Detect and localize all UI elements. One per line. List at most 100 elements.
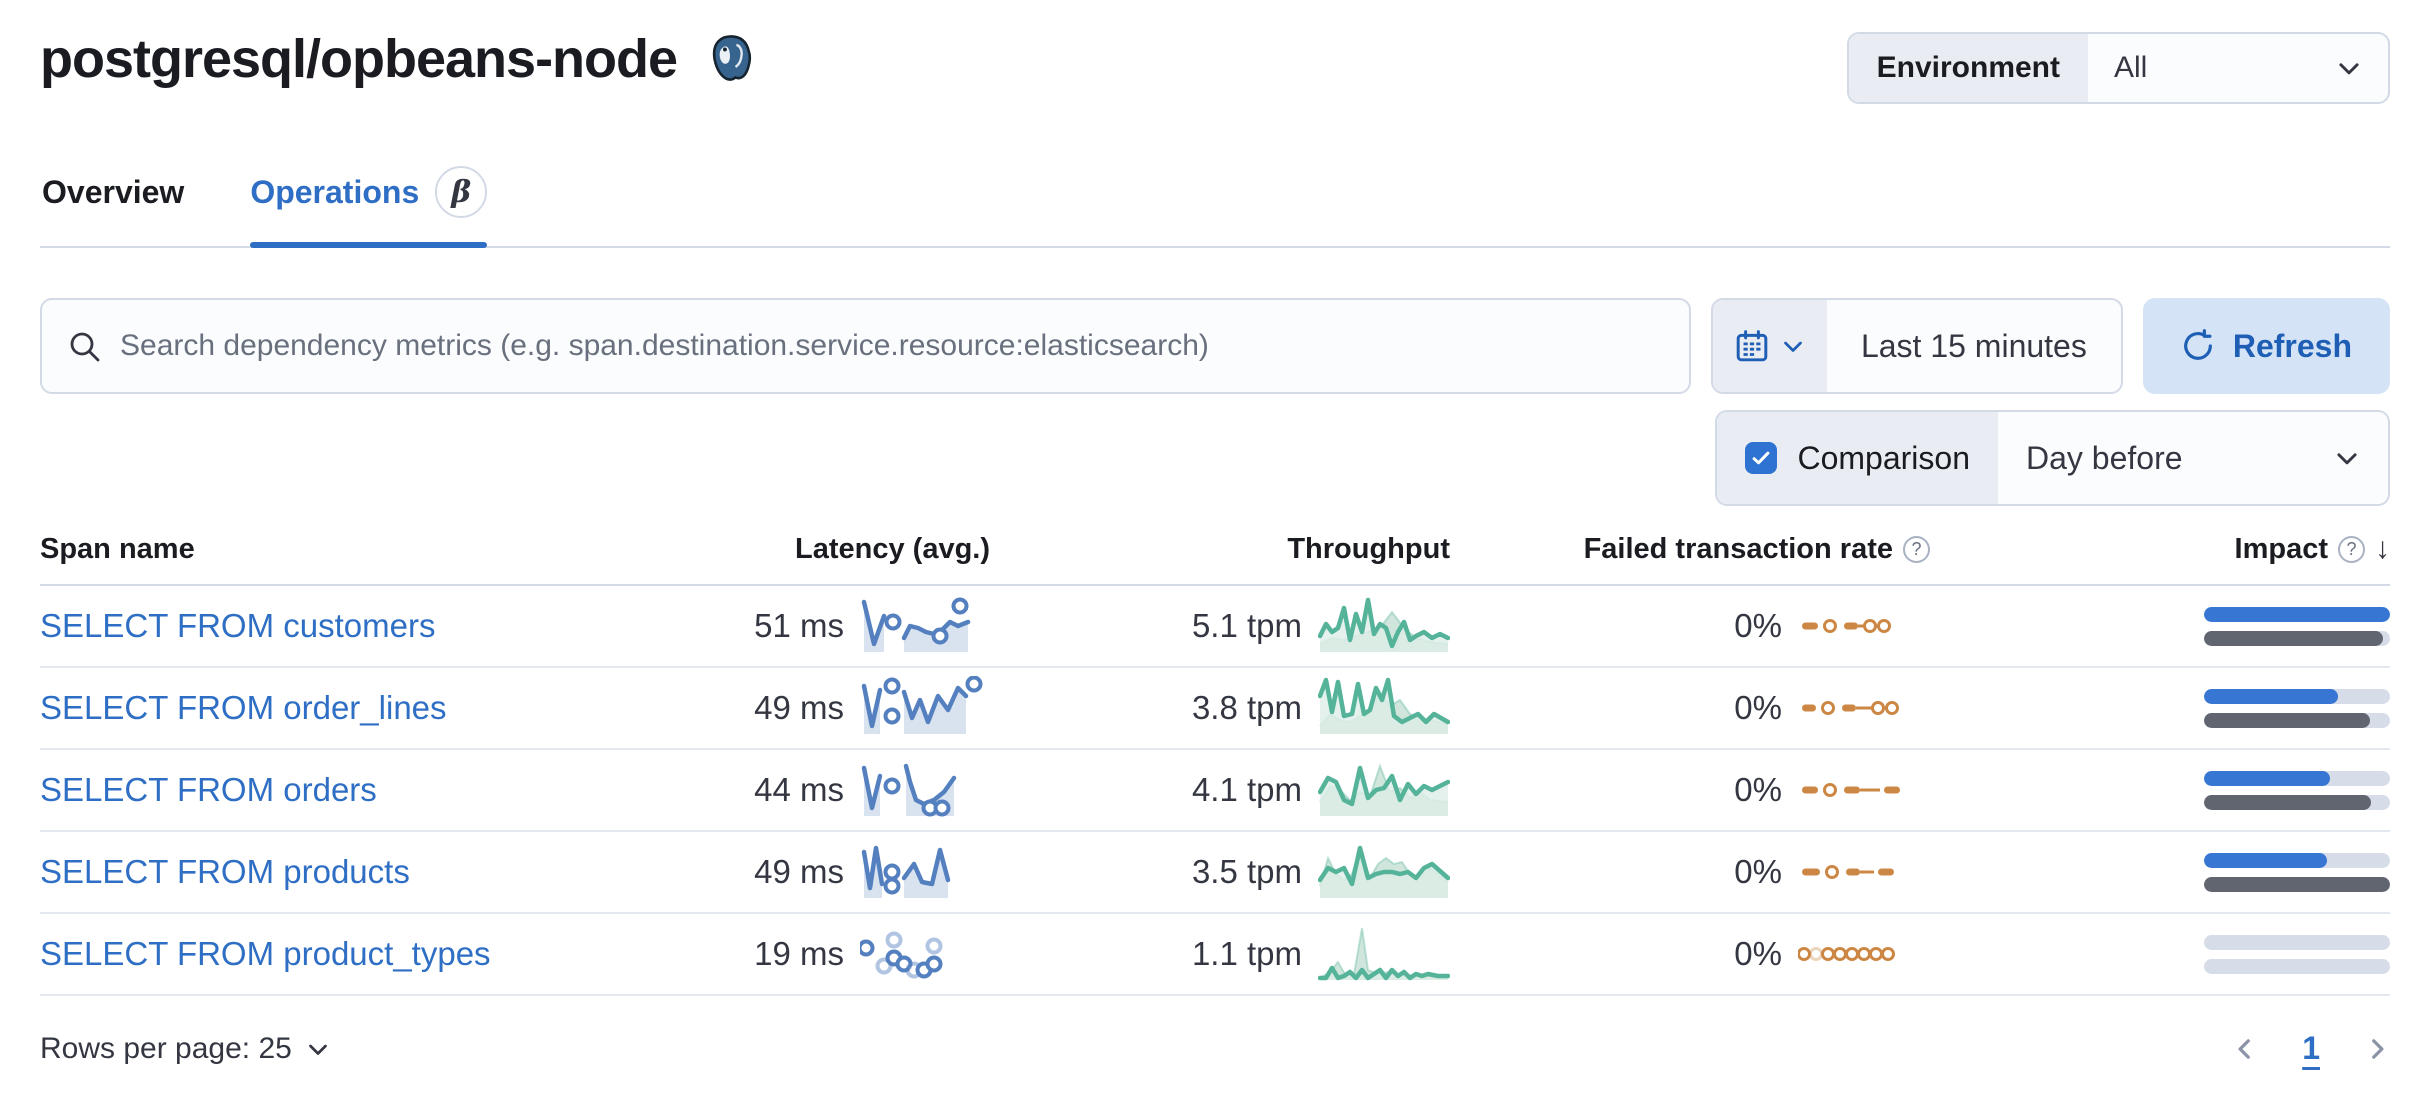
span-name-link[interactable]: SELECT FROM customers xyxy=(40,607,436,644)
refresh-label: Refresh xyxy=(2232,327,2352,364)
failed-rate-value: 0% xyxy=(1734,935,1782,972)
failed-rate-value: 0% xyxy=(1734,689,1782,726)
sort-desc-icon[interactable]: ↓ xyxy=(2375,532,2390,565)
table-row: SELECT FROM customers 51 ms 5.1 tpm 0% xyxy=(40,586,2390,668)
table-header-row: Span name Latency (avg.) Throughput Fail… xyxy=(40,532,2390,586)
impact-bars xyxy=(2204,688,2390,728)
time-range-button[interactable]: Last 15 minutes xyxy=(1827,300,2121,392)
column-header-span-name[interactable]: Span name xyxy=(40,532,195,565)
failed-rate-value: 0% xyxy=(1734,771,1782,808)
throughput-sparkline xyxy=(1318,597,1450,652)
impact-bars xyxy=(2204,606,2390,646)
throughput-sparkline xyxy=(1318,763,1450,816)
beta-badge: β xyxy=(435,166,488,218)
span-name-link[interactable]: SELECT FROM order_lines xyxy=(40,689,447,726)
failed-rate-sparkline xyxy=(1802,865,1894,879)
latency-sparkline xyxy=(861,597,971,652)
comparison-label: Comparison xyxy=(1797,439,1970,476)
environment-select[interactable]: Environment All xyxy=(1846,32,2390,104)
latency-value: 49 ms xyxy=(754,853,844,890)
throughput-value: 4.1 tpm xyxy=(1191,771,1302,808)
failed-rate-value: 0% xyxy=(1734,607,1782,644)
impact-bars xyxy=(2204,770,2390,810)
comparison-row: Comparison Day before xyxy=(40,410,2390,506)
table-row: SELECT FROM order_lines 49 ms 3.8 tpm 0% xyxy=(40,668,2390,750)
throughput-sparkline xyxy=(1318,845,1450,898)
impact-bar-previous xyxy=(2204,794,2372,810)
throughput-value: 5.1 tpm xyxy=(1191,607,1302,644)
impact-bar-previous xyxy=(2204,712,2370,728)
page-number[interactable]: 1 xyxy=(2302,1030,2320,1066)
impact-bar-current xyxy=(2204,688,2338,704)
failed-rate-value: 0% xyxy=(1734,853,1782,890)
chevron-down-icon xyxy=(1784,341,1802,352)
comparison-select[interactable]: Day before xyxy=(1998,412,2388,504)
rows-per-page-label: Rows per page: 25 xyxy=(40,1031,292,1065)
toolbar: Last 15 minutes Refresh xyxy=(40,298,2390,394)
chevron-down-icon xyxy=(308,1044,327,1055)
next-page-button[interactable] xyxy=(2364,1036,2390,1062)
date-picker-calendar-button[interactable] xyxy=(1712,300,1827,392)
table-footer: Rows per page: 25 1 xyxy=(40,1030,2390,1067)
latency-value: 44 ms xyxy=(754,771,844,808)
latency-value: 49 ms xyxy=(754,689,844,726)
latency-sparkline xyxy=(861,676,983,734)
failed-rate-sparkline xyxy=(1802,701,1899,715)
impact-bar-current xyxy=(2204,852,2327,868)
failed-rate-sparkline xyxy=(1802,783,1900,797)
page-header: postgresql/opbeans-node Environment All xyxy=(40,26,2390,104)
environment-label: Environment xyxy=(1848,34,2088,102)
column-header-latency[interactable]: Latency (avg.) xyxy=(795,532,990,565)
throughput-sparkline xyxy=(1318,677,1450,734)
latency-sparkline xyxy=(860,931,943,979)
impact-bar-previous xyxy=(2204,630,2383,646)
span-name-link[interactable]: SELECT FROM products xyxy=(40,853,410,890)
impact-bars xyxy=(2204,934,2390,974)
time-range-label: Last 15 minutes xyxy=(1860,327,2087,364)
rows-per-page-button[interactable]: Rows per page: 25 xyxy=(40,1032,330,1066)
info-icon[interactable]: ? xyxy=(1903,535,1930,563)
latency-value: 19 ms xyxy=(754,935,844,972)
tab-bar: Overview Operations β xyxy=(40,166,2390,248)
table-body: SELECT FROM customers 51 ms 5.1 tpm 0% SELEC… xyxy=(40,586,2390,996)
latency-value: 51 ms xyxy=(754,607,844,644)
comparison-checkbox[interactable] xyxy=(1745,442,1778,474)
column-header-impact[interactable]: Impact ? ↓ xyxy=(2234,532,2390,565)
refresh-button[interactable]: Refresh xyxy=(2142,298,2390,394)
throughput-value: 3.5 tpm xyxy=(1191,853,1302,890)
previous-page-button[interactable] xyxy=(2232,1036,2258,1062)
span-name-link[interactable]: SELECT FROM product_types xyxy=(40,935,491,972)
comparison-value: Day before xyxy=(2026,439,2183,476)
chevron-left-icon xyxy=(2238,1038,2251,1059)
span-name-link[interactable]: SELECT FROM orders xyxy=(40,771,377,808)
failed-rate-sparkline xyxy=(1802,619,1891,633)
throughput-value: 3.8 tpm xyxy=(1191,689,1302,726)
tab-overview[interactable]: Overview xyxy=(42,166,184,246)
search-box xyxy=(40,298,1691,394)
operations-table: Span name Latency (avg.) Throughput Fail… xyxy=(40,532,2390,996)
chevron-down-icon xyxy=(2339,63,2359,75)
environment-value: All xyxy=(2114,51,2148,84)
throughput-sparkline xyxy=(1318,927,1450,981)
chevron-right-icon xyxy=(2372,1038,2384,1059)
postgresql-logo-icon xyxy=(712,35,752,81)
refresh-icon xyxy=(2183,329,2212,360)
tab-operations-label: Operations xyxy=(250,173,420,210)
pagination: 1 xyxy=(2232,1030,2390,1067)
comparison-checkbox-group[interactable]: Comparison xyxy=(1717,412,1998,504)
check-icon xyxy=(1753,451,1770,465)
table-row: SELECT FROM product_types 19 ms 1.1 tpm 0% xyxy=(40,914,2390,996)
throughput-value: 1.1 tpm xyxy=(1191,935,1302,972)
latency-sparkline xyxy=(861,845,951,898)
failed-rate-sparkline xyxy=(1798,947,1895,961)
column-header-throughput[interactable]: Throughput xyxy=(1287,532,1450,565)
search-input[interactable] xyxy=(120,329,1663,363)
column-header-failed-rate[interactable]: Failed transaction rate ? xyxy=(1450,533,1930,566)
chevron-down-icon xyxy=(2337,453,2357,465)
table-row: SELECT FROM orders 44 ms 4.1 tpm 0% xyxy=(40,750,2390,832)
impact-bar-current xyxy=(2204,606,2390,622)
info-icon[interactable]: ? xyxy=(2338,535,2365,563)
tab-operations[interactable]: Operations β xyxy=(250,166,488,248)
search-icon xyxy=(70,332,100,362)
